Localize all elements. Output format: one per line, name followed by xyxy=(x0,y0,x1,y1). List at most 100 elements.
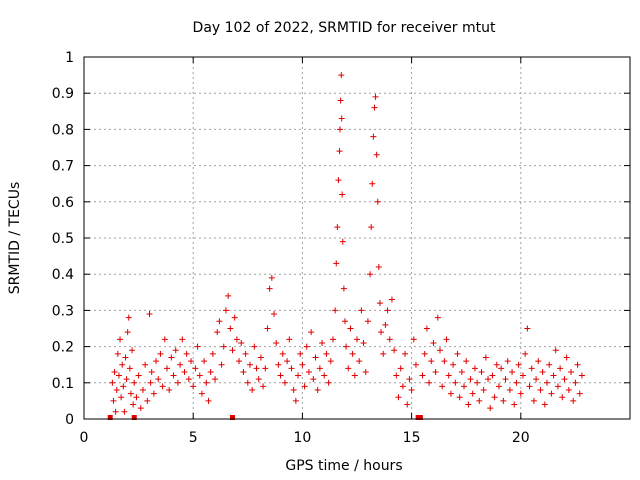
data-point xyxy=(574,361,581,368)
data-point xyxy=(339,238,346,245)
data-point xyxy=(463,358,470,365)
data-point xyxy=(109,379,116,386)
data-point xyxy=(338,115,345,122)
data-point xyxy=(266,285,273,292)
data-point xyxy=(371,104,378,111)
data-point xyxy=(229,347,236,354)
data-point xyxy=(367,271,374,278)
data-point xyxy=(541,401,548,408)
data-point xyxy=(515,361,522,368)
data-point xyxy=(183,350,190,357)
data-point xyxy=(393,372,400,379)
data-point xyxy=(559,394,566,401)
data-point xyxy=(297,350,304,357)
data-point xyxy=(119,361,126,368)
data-point xyxy=(172,347,179,354)
data-point xyxy=(123,376,130,383)
data-point xyxy=(419,372,426,379)
baseline-marker xyxy=(230,415,236,420)
data-point xyxy=(552,347,559,354)
data-point xyxy=(111,368,118,375)
data-point xyxy=(430,339,437,346)
data-point xyxy=(380,350,387,357)
data-point xyxy=(340,285,347,292)
data-point xyxy=(345,365,352,372)
data-point xyxy=(260,383,267,390)
data-point xyxy=(295,372,302,379)
data-point xyxy=(402,350,409,357)
data-point xyxy=(225,292,232,299)
data-point xyxy=(275,361,282,368)
data-point xyxy=(471,365,478,372)
data-point xyxy=(147,379,154,386)
data-point xyxy=(139,387,146,394)
data-point xyxy=(535,358,542,365)
data-point xyxy=(242,350,249,357)
data-point xyxy=(121,408,128,415)
data-point xyxy=(244,379,251,386)
data-point xyxy=(273,339,280,346)
data-point xyxy=(476,397,483,404)
data-point xyxy=(391,347,398,354)
x-tick-labels: 0 5 10 15 20 xyxy=(80,430,530,446)
data-point xyxy=(117,336,124,343)
data-point xyxy=(240,368,247,375)
data-point xyxy=(447,390,454,397)
data-point xyxy=(155,376,162,383)
data-point xyxy=(188,358,195,365)
data-point xyxy=(308,329,315,336)
y-tick-label: 0.7 xyxy=(52,159,74,175)
data-point xyxy=(399,383,406,390)
data-point xyxy=(369,180,376,187)
data-point xyxy=(157,350,164,357)
data-point xyxy=(343,343,350,350)
data-point xyxy=(110,397,117,404)
data-point xyxy=(301,383,308,390)
data-point xyxy=(524,325,531,332)
data-point xyxy=(478,368,485,375)
data-point xyxy=(347,325,354,332)
data-point xyxy=(323,350,330,357)
data-point xyxy=(142,361,149,368)
data-point xyxy=(262,365,269,372)
y-tick-label: 0.4 xyxy=(52,267,74,283)
data-point xyxy=(279,350,286,357)
y-tick-label: 0.9 xyxy=(52,86,74,102)
data-point xyxy=(264,325,271,332)
data-point xyxy=(412,361,419,368)
data-point xyxy=(384,307,391,314)
data-point xyxy=(319,339,326,346)
data-point xyxy=(163,365,170,372)
data-point xyxy=(216,318,223,325)
data-point xyxy=(372,93,379,100)
data-point xyxy=(376,300,383,307)
data-point xyxy=(410,336,417,343)
data-point xyxy=(368,224,375,231)
data-point xyxy=(192,365,199,372)
data-point xyxy=(404,401,411,408)
data-point xyxy=(498,365,505,372)
data-point xyxy=(491,394,498,401)
data-point xyxy=(130,401,137,408)
data-point xyxy=(144,397,151,404)
y-tick-label: 0.1 xyxy=(52,376,74,392)
data-point xyxy=(500,397,507,404)
data-point xyxy=(461,383,468,390)
data-point xyxy=(395,394,402,401)
data-point xyxy=(373,151,380,158)
data-point xyxy=(465,401,472,408)
data-point xyxy=(214,329,221,336)
data-point xyxy=(554,383,561,390)
data-point xyxy=(364,318,371,325)
data-point xyxy=(222,307,229,314)
data-point xyxy=(487,405,494,412)
data-point xyxy=(277,372,284,379)
data-point xyxy=(146,311,153,318)
data-point xyxy=(168,354,175,361)
data-point xyxy=(236,358,243,365)
data-point xyxy=(482,354,489,361)
data-point xyxy=(533,376,540,383)
y-tick-label: 1 xyxy=(65,50,74,66)
data-point xyxy=(114,350,121,357)
